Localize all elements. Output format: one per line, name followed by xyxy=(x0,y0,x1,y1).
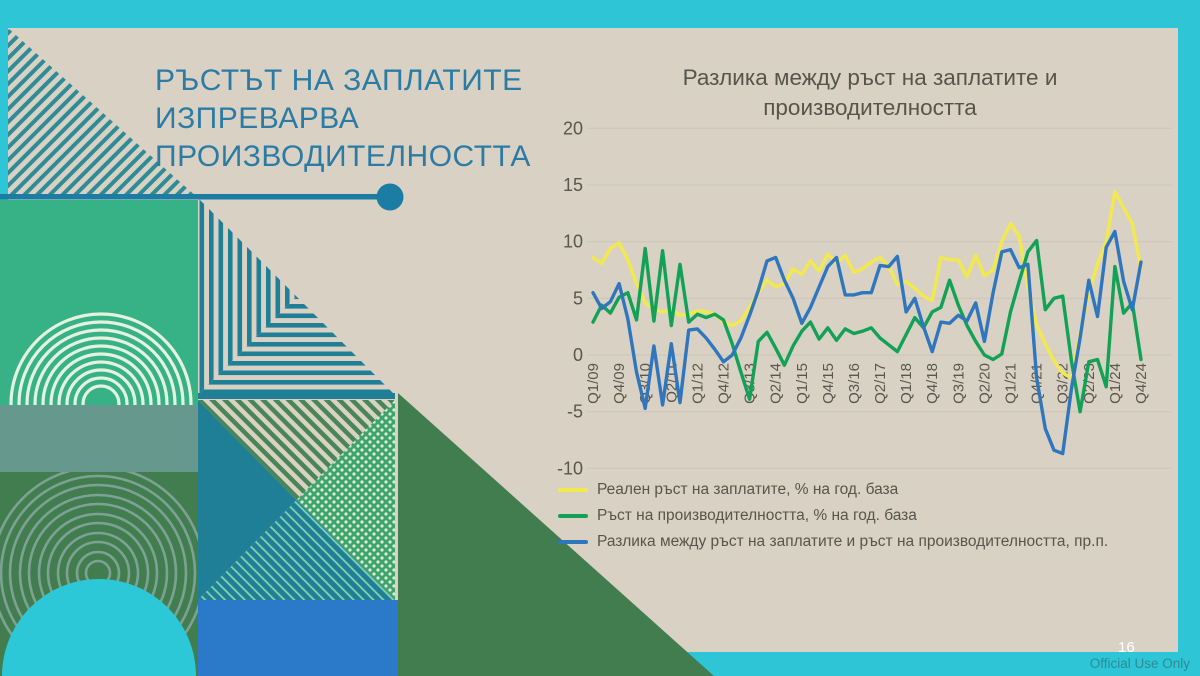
slide-title-line-2: ИЗПРЕВАРВА xyxy=(155,101,360,135)
chevron-vertical xyxy=(198,198,297,395)
svg-text:Q2/20: Q2/20 xyxy=(976,363,993,404)
svg-text:10: 10 xyxy=(563,232,583,252)
legend-row-difference: Разлика между ръст на заплатите и ръст н… xyxy=(558,533,1198,551)
arc-rings xyxy=(9,312,193,405)
svg-text:15: 15 xyxy=(563,175,583,195)
svg-text:Q4/24: Q4/24 xyxy=(1133,363,1150,404)
decorative-geometry xyxy=(0,28,714,676)
solid-teal-triangle xyxy=(198,400,297,600)
svg-text:0: 0 xyxy=(573,345,583,365)
svg-text:Q2/14: Q2/14 xyxy=(768,363,785,404)
large-green-triangle xyxy=(398,393,714,676)
chart-title: Разлика между ръст на заплатите и произв… xyxy=(682,65,1058,121)
svg-text:Q3/22: Q3/22 xyxy=(1055,363,1072,404)
wages-line-swatch xyxy=(558,487,588,493)
svg-text:Q1/12: Q1/12 xyxy=(689,363,706,404)
difference-line-swatch xyxy=(558,539,588,545)
svg-text:Q3/16: Q3/16 xyxy=(846,363,863,404)
page-number: 16 xyxy=(1118,639,1135,656)
svg-text:Q1/24: Q1/24 xyxy=(1107,363,1124,404)
legend-row-productivity: Ръст на производителността, % на год. ба… xyxy=(558,507,1198,525)
pointer-circle xyxy=(376,183,404,211)
striped-triangle xyxy=(8,28,198,198)
svg-text:20: 20 xyxy=(563,118,583,138)
pointer-line xyxy=(0,194,377,200)
classification-footer: Official Use Only xyxy=(1089,656,1190,671)
svg-text:Q1/21: Q1/21 xyxy=(1003,363,1020,404)
slide-title-line-1: РЪСТЪТ НА ЗАПЛАТИТЕ xyxy=(155,64,523,97)
svg-text:Q1/18: Q1/18 xyxy=(898,363,915,404)
productivity-line-swatch xyxy=(558,513,588,519)
svg-text:Q4/15: Q4/15 xyxy=(820,363,837,404)
svg-text:Q4/12: Q4/12 xyxy=(716,363,733,404)
svg-text:Q3/19: Q3/19 xyxy=(950,363,967,404)
chevron-horizontal xyxy=(198,296,395,395)
slide-title-line-3: ПРОИЗВОДИТЕЛНОСТТА xyxy=(155,139,531,173)
legend-row-wages: Реален ръст на заплатите, % на год. база xyxy=(558,481,1198,499)
blue-block xyxy=(198,600,398,676)
svg-text:Q1/09: Q1/09 xyxy=(585,363,602,404)
svg-text:Q2/17: Q2/17 xyxy=(872,363,889,404)
striped-top-triangle xyxy=(198,400,395,500)
slide-title: РЪСТЪТ НА ЗАПЛАТИТЕ ИЗПРЕВАРВА ПРОИЗВОДИ… xyxy=(155,62,575,175)
teal-divider xyxy=(198,393,395,399)
svg-text:-5: -5 xyxy=(567,402,583,422)
svg-text:Q4/18: Q4/18 xyxy=(924,363,941,404)
fine-striped-triangle xyxy=(198,500,395,600)
cyan-half-circle xyxy=(2,579,196,676)
svg-text:5: 5 xyxy=(573,288,583,308)
svg-text:-10: -10 xyxy=(557,458,583,478)
svg-text:Q4/09: Q4/09 xyxy=(611,363,628,404)
chart-legend: Реален ръст на заплатите, % на год. база… xyxy=(558,481,1198,551)
gray-teal-block xyxy=(0,405,198,472)
legend-label-productivity: Ръст на производителността, % на год. ба… xyxy=(597,507,917,524)
dotted-triangle xyxy=(296,400,395,600)
legend-label-wages: Реален ръст на заплатите, % на год. база xyxy=(597,481,899,498)
svg-text:Q2/23: Q2/23 xyxy=(1081,363,1098,404)
svg-text:Q1/15: Q1/15 xyxy=(794,363,811,404)
legend-label-difference: Разлика между ръст на заплатите и ръст н… xyxy=(597,533,1109,550)
